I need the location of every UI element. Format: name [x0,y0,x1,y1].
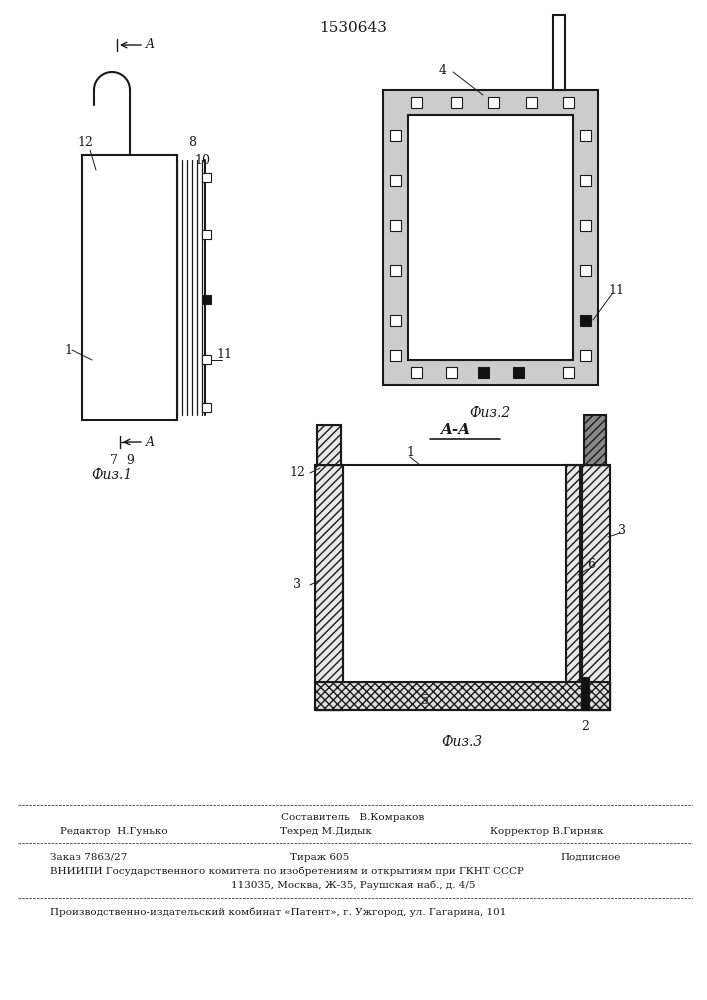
Bar [451,97,462,108]
Bar [446,367,457,378]
Bar [526,97,537,108]
Text: A: A [146,436,155,448]
Bar [411,97,422,108]
Bar [580,265,591,276]
Bar [563,97,574,108]
Text: 3: 3 [618,524,626,536]
Bar [566,465,580,710]
Text: Физ.2: Физ.2 [469,406,510,420]
Text: Составитель   В.Комраков: Составитель В.Комраков [281,812,425,822]
Text: Техред М.Дидык: Техред М.Дидык [280,826,372,836]
Text: 2: 2 [581,720,589,732]
Text: 11: 11 [608,284,624,296]
Text: 12: 12 [289,466,305,480]
Bar [390,220,401,231]
Bar [202,295,211,304]
Bar [582,465,610,710]
Bar [584,415,606,465]
Bar [580,315,591,326]
Bar [383,90,598,385]
Text: Производственно-издательский комбинат «Патент», г. Ужгород, ул. Гагарина, 101: Производственно-издательский комбинат «П… [50,907,506,917]
Text: 1: 1 [64,344,72,357]
Bar [390,315,401,326]
Bar [202,173,211,182]
Bar [390,265,401,276]
Text: Редактор  Н.Гунько: Редактор Н.Гунько [60,826,168,836]
Text: Заказ 7863/27: Заказ 7863/27 [50,852,127,861]
Text: A: A [146,38,155,51]
Bar [580,350,591,361]
Text: ВНИИПИ Государственного комитета по изобретениям и открытиям при ГКНТ СССР: ВНИИПИ Государственного комитета по изоб… [50,866,524,876]
Bar [390,175,401,186]
Text: Физ.3: Физ.3 [441,735,483,749]
Bar [582,465,610,710]
Text: 1: 1 [406,446,414,460]
Text: 12: 12 [77,136,93,149]
Bar [390,130,401,141]
Text: Подписное: Подписное [560,852,620,861]
Text: 11: 11 [216,349,232,361]
Text: 10: 10 [194,153,210,166]
Bar [408,115,573,360]
Bar [82,155,177,420]
Bar [315,682,610,710]
Bar [581,677,589,710]
Bar [580,175,591,186]
Bar [315,465,343,710]
Text: Физ.1: Физ.1 [91,468,133,482]
Bar [580,130,591,141]
Bar [478,367,489,378]
Bar [202,230,211,239]
Text: 5: 5 [421,694,429,706]
Text: Тираж 605: Тираж 605 [291,852,350,861]
Text: 7: 7 [110,454,118,466]
Bar [315,465,343,710]
Bar [315,682,610,710]
Bar [553,15,565,90]
Bar [488,97,499,108]
Bar [411,367,422,378]
Bar [202,403,211,412]
Text: 113035, Москва, Ж-35, Раушская наб., д. 4/5: 113035, Москва, Ж-35, Раушская наб., д. … [230,880,475,890]
Text: 8: 8 [188,136,196,149]
Text: 3: 3 [293,578,301,591]
Text: 4: 4 [439,64,447,77]
Bar [584,415,606,465]
Text: Корректор В.Гирняк: Корректор В.Гирняк [490,826,604,836]
Bar [580,220,591,231]
Bar [566,465,580,710]
Text: 1530643: 1530643 [319,21,387,35]
Bar [513,367,524,378]
Bar [390,350,401,361]
Text: 9: 9 [126,454,134,466]
Bar [317,425,341,465]
Text: A-A: A-A [440,423,470,437]
Bar [317,425,341,465]
Bar [563,367,574,378]
Text: 6: 6 [587,558,595,572]
Bar [202,355,211,364]
